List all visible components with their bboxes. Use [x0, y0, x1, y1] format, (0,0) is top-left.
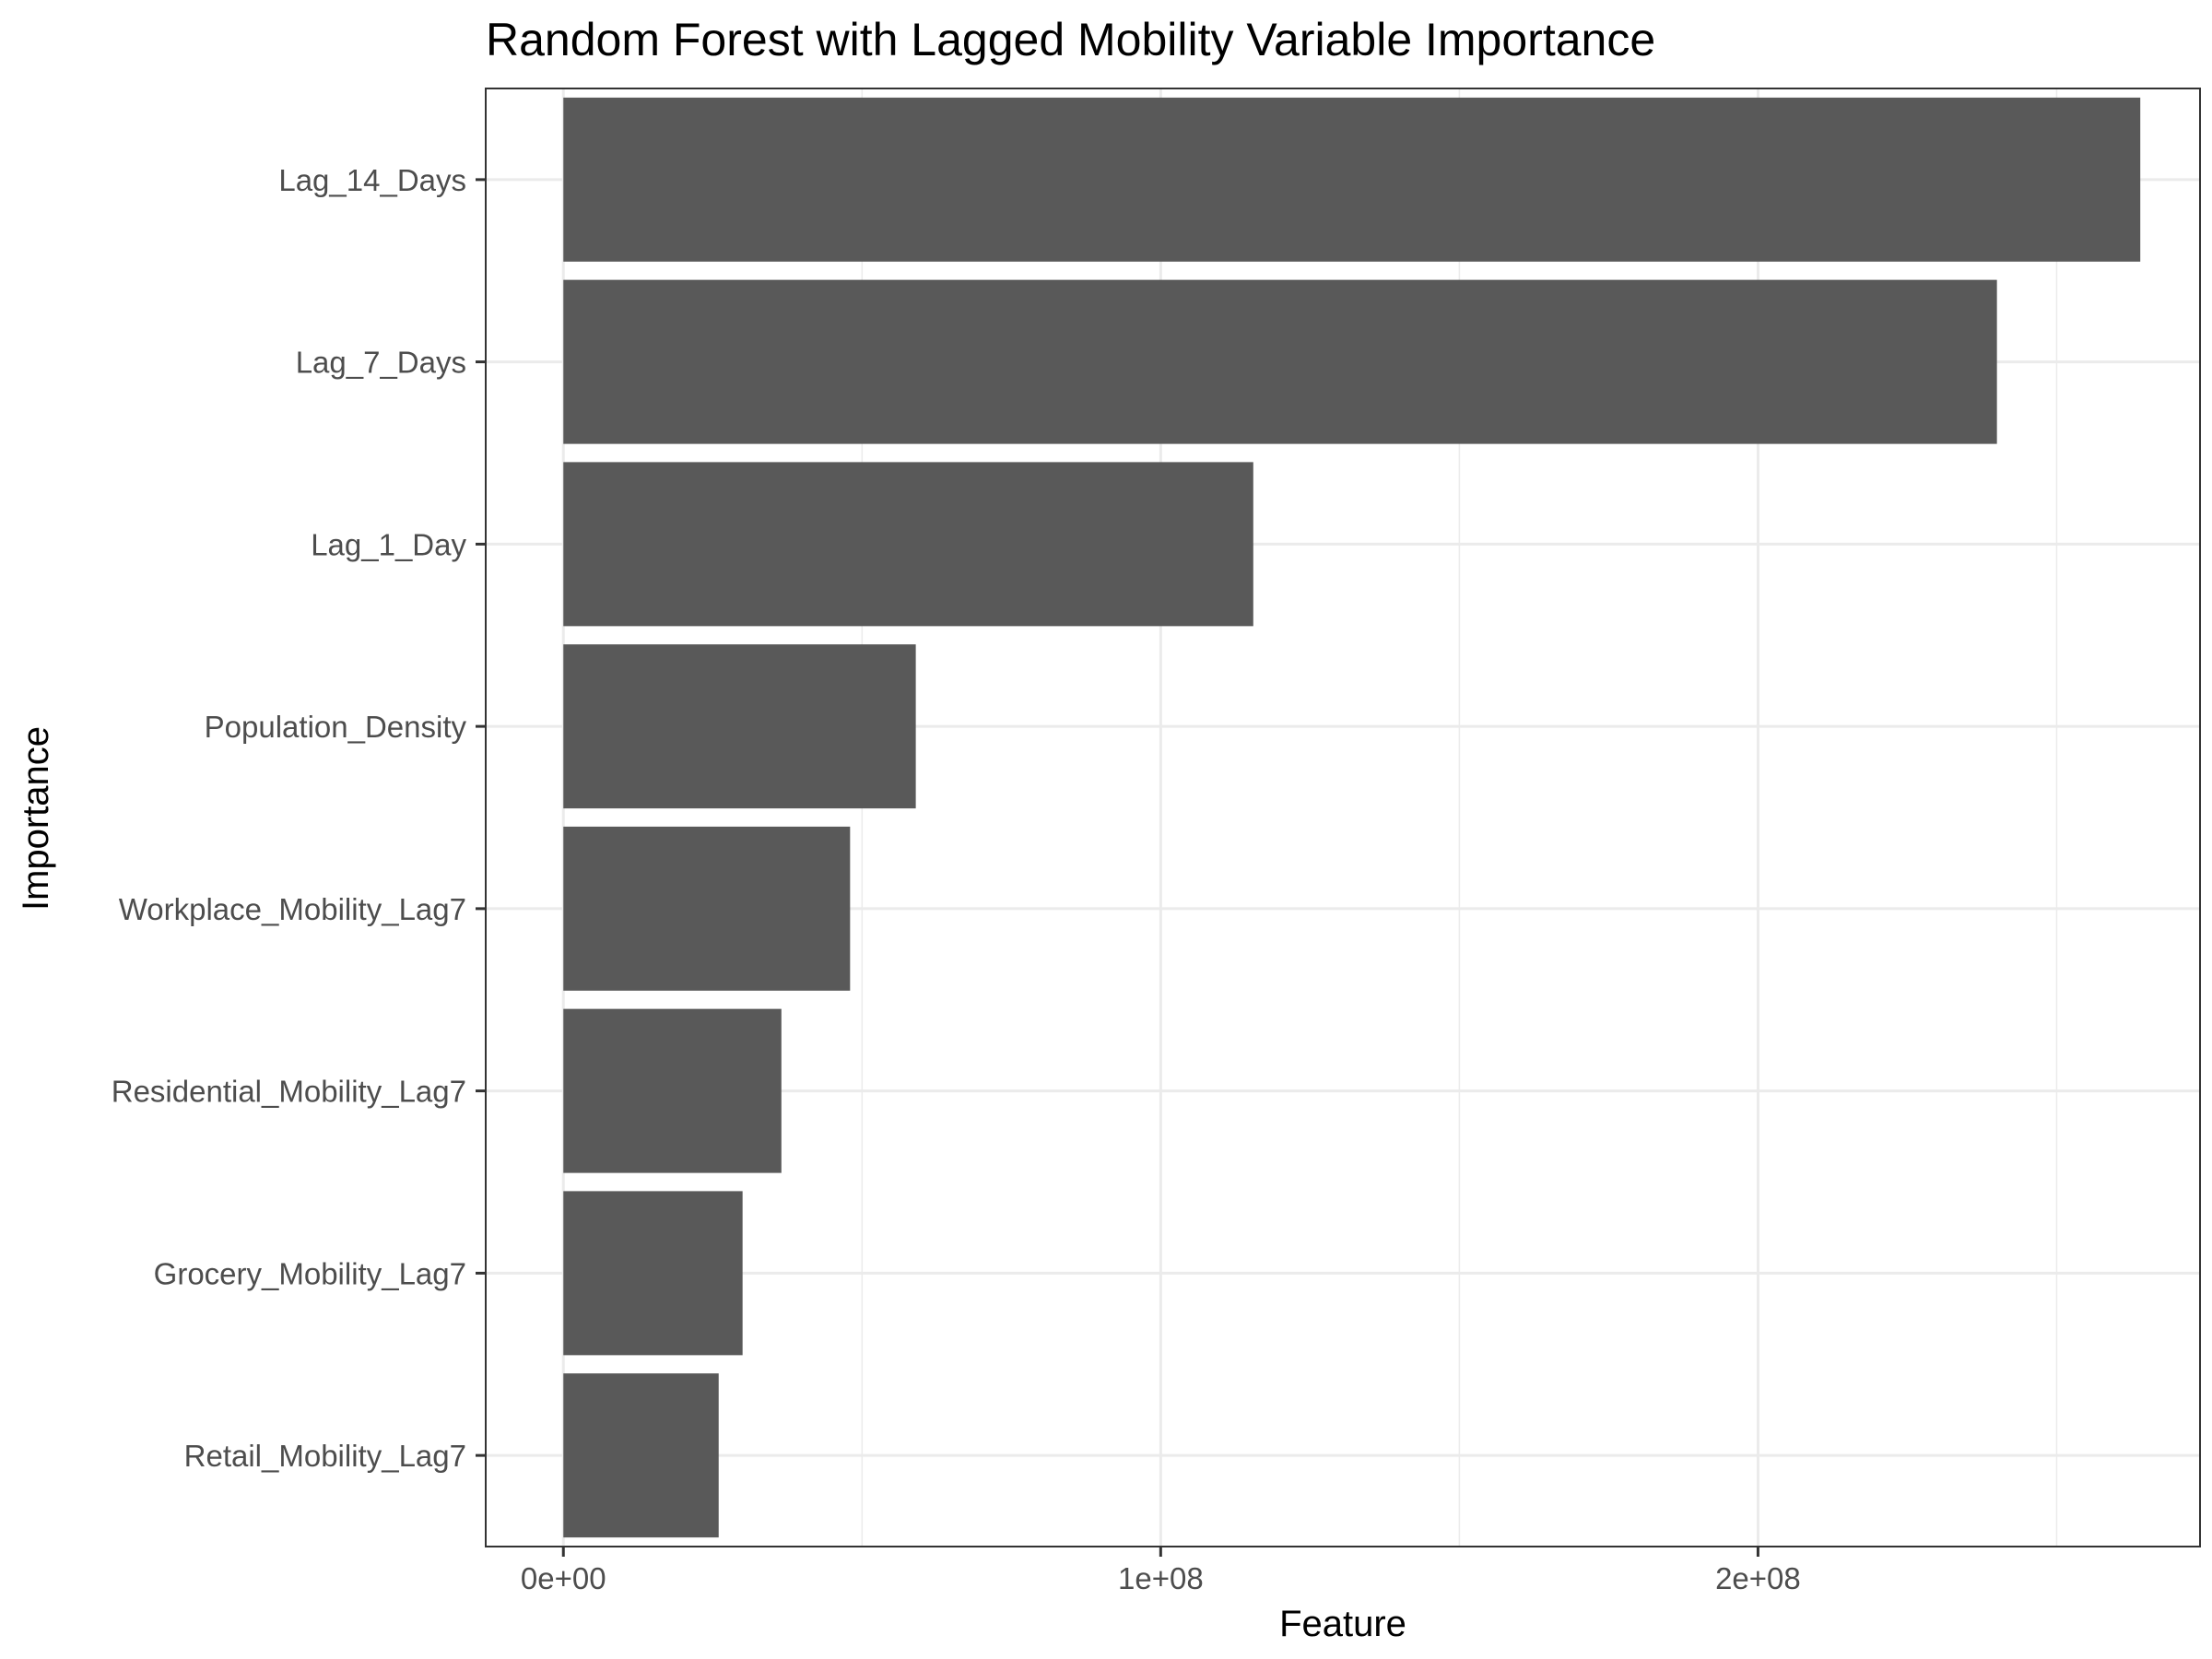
y-axis-title: Importance: [16, 726, 56, 911]
bar: [563, 462, 1253, 627]
bar: [563, 279, 1997, 444]
y-tick-label: Lag_7_Days: [296, 346, 466, 380]
x-axis: 0e+00 1e+08 2e+08: [521, 1547, 1801, 1595]
y-axis: Lag_14_Days Lag_7_Days Lag_1_Day Population…: [112, 163, 486, 1473]
y-tick-label: Workplace_Mobility_Lag7: [119, 892, 466, 926]
y-tick-label: Grocery_Mobility_Lag7: [154, 1256, 466, 1290]
x-tick-label: 1e+08: [1118, 1561, 1204, 1595]
y-tick-label: Lag_1_Day: [311, 527, 466, 561]
y-tick-label: Lag_14_Days: [278, 163, 466, 197]
bar: [563, 1008, 782, 1173]
x-tick-label: 0e+00: [521, 1561, 606, 1595]
bar: [563, 1373, 719, 1538]
bar: [563, 97, 2141, 262]
panel-border: [485, 88, 2201, 1547]
chart-title: Random Forest with Lagged Mobility Varia…: [486, 14, 1655, 65]
bars: [563, 97, 2141, 1538]
x-axis-title: Feature: [1279, 1604, 1406, 1644]
x-tick-label: 2e+08: [1715, 1561, 1801, 1595]
bar: [563, 826, 851, 991]
y-tick-label: Retail_Mobility_Lag7: [184, 1439, 466, 1473]
y-tick-label: Population_Density: [205, 710, 467, 744]
bar: [563, 1191, 743, 1356]
bar: [563, 644, 916, 809]
y-tick-label: Residential_Mobility_Lag7: [112, 1075, 466, 1109]
